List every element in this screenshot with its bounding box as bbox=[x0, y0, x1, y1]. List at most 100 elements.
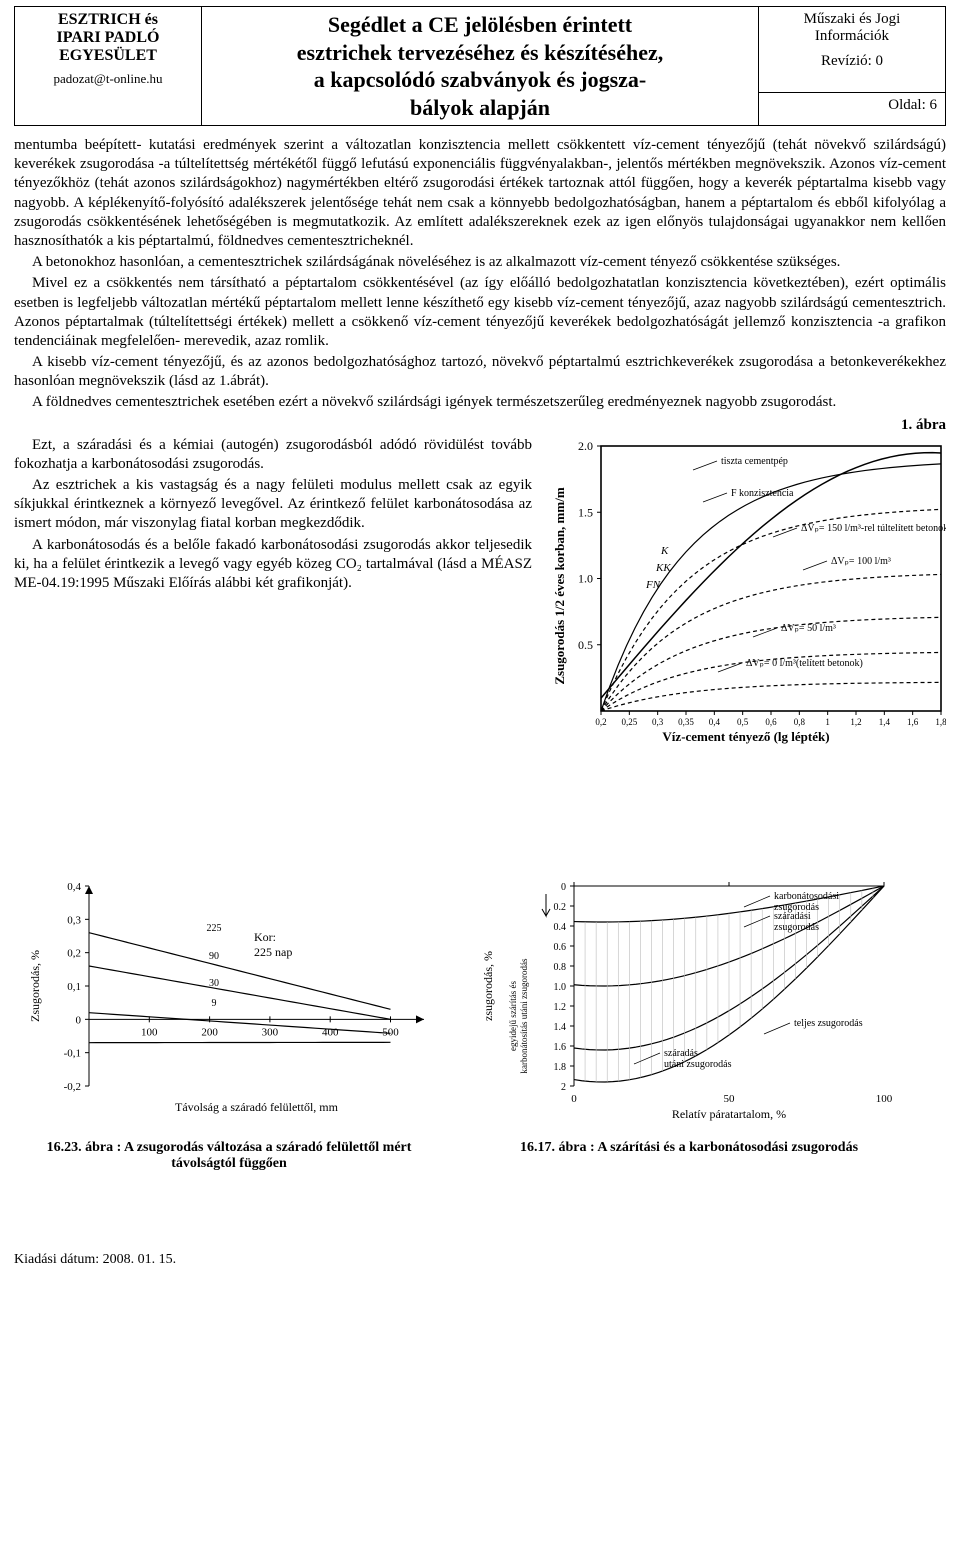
para-4: A kisebb víz-cement tényezőjű, és az azo… bbox=[14, 353, 946, 391]
svg-text:ΔVₚ= 50 l/m³: ΔVₚ= 50 l/m³ bbox=[781, 623, 836, 634]
svg-text:Víz-cement tényező (lg lépték): Víz-cement tényező (lg lépték) bbox=[662, 729, 829, 744]
svg-text:225: 225 bbox=[207, 923, 222, 934]
svg-text:0: 0 bbox=[571, 1093, 577, 1105]
para-6: Ezt, a száradási és a kémiai (autogén) z… bbox=[14, 436, 532, 474]
svg-text:-0,1: -0,1 bbox=[64, 1047, 81, 1059]
figure-3-chart: 00.20.40.60.81.01.21.41.61.82050100karbo… bbox=[474, 871, 904, 1131]
para-7: Az esztrichek a kis vastagság és a nagy … bbox=[14, 476, 532, 534]
svg-text:1,4: 1,4 bbox=[879, 717, 891, 727]
text-figure-row: Ezt, a száradási és a kémiai (autogén) z… bbox=[14, 436, 946, 771]
svg-text:tiszta cementpép: tiszta cementpép bbox=[721, 456, 788, 467]
svg-text:1,8: 1,8 bbox=[935, 717, 946, 727]
svg-text:1,2: 1,2 bbox=[850, 717, 861, 727]
lower-figures-row: 0,40,30,20,10-0,1-0,21002003004005002259… bbox=[14, 871, 946, 1172]
org-cell: ESZTRICH és IPARI PADLÓ EGYESÜLET padoza… bbox=[15, 7, 202, 126]
svg-text:90: 90 bbox=[209, 951, 219, 962]
svg-text:ΔVₚ= 0 l/m³(telített betonok): ΔVₚ= 0 l/m³(telített betonok) bbox=[746, 658, 863, 669]
title-l4: bályok alapján bbox=[210, 94, 750, 122]
svg-text:400: 400 bbox=[322, 1026, 339, 1038]
para-3: Mivel ez a csökkentés nem társítható a p… bbox=[14, 274, 946, 351]
page-cell: Oldal: 6 bbox=[759, 93, 946, 126]
svg-text:0,1: 0,1 bbox=[67, 981, 81, 993]
svg-text:0,3: 0,3 bbox=[652, 717, 664, 727]
org-name-l1: ESZTRICH és bbox=[23, 11, 193, 29]
info-l1: Műszaki és Jogi bbox=[767, 11, 937, 28]
svg-text:0,5: 0,5 bbox=[737, 717, 749, 727]
para-2: A betonokhoz hasonlóan, a cementesztrich… bbox=[14, 253, 946, 272]
svg-text:ΔVₚ= 100 l/m³: ΔVₚ= 100 l/m³ bbox=[831, 556, 891, 567]
figure-2-chart: 0,40,30,20,10-0,1-0,21002003004005002259… bbox=[14, 871, 444, 1131]
para-1: mentumba beépített- kutatási eredmények … bbox=[14, 136, 946, 251]
org-email: padozat@t-online.hu bbox=[23, 71, 193, 87]
svg-text:1,6: 1,6 bbox=[907, 717, 919, 727]
svg-text:1.0: 1.0 bbox=[578, 571, 593, 585]
svg-text:Zsugorodás 1/2 éves korban, mm: Zsugorodás 1/2 éves korban, mm/m bbox=[552, 487, 567, 684]
svg-text:Kor:: Kor: bbox=[254, 930, 276, 944]
svg-text:0,35: 0,35 bbox=[678, 717, 694, 727]
svg-text:0,8: 0,8 bbox=[794, 717, 806, 727]
figure-1-chart: 0.51.01.52.00,20,250,30,350,40,50,60,811… bbox=[546, 436, 946, 766]
svg-text:0.4: 0.4 bbox=[554, 922, 567, 933]
org-name-l2: IPARI PADLÓ bbox=[23, 29, 193, 47]
svg-text:utáni zsugorodás: utáni zsugorodás bbox=[664, 1059, 732, 1070]
figure-3-caption: 16.17. ábra : A szárítási és a karbonáto… bbox=[474, 1140, 904, 1156]
figure-1: 0.51.01.52.00,20,250,30,350,40,50,60,811… bbox=[546, 436, 946, 771]
svg-text:30: 30 bbox=[209, 978, 219, 989]
info-l2: Információk bbox=[767, 28, 937, 45]
footer: Kiadási dátum: 2008. 01. 15. bbox=[14, 1252, 946, 1268]
svg-text:egyidejű szárítás és: egyidejű szárítás és bbox=[508, 980, 518, 1050]
svg-text:1: 1 bbox=[825, 717, 830, 727]
svg-text:9: 9 bbox=[212, 998, 217, 1009]
svg-text:2.0: 2.0 bbox=[578, 439, 593, 453]
figure-2: 0,40,30,20,10-0,1-0,21002003004005002259… bbox=[14, 871, 444, 1172]
svg-text:0,4: 0,4 bbox=[67, 881, 81, 893]
svg-text:0,25: 0,25 bbox=[621, 717, 637, 727]
svg-text:200: 200 bbox=[201, 1026, 218, 1038]
svg-text:zsugorodás, %: zsugorodás, % bbox=[481, 951, 495, 1021]
figure-2-caption: 16.23. ábra : A zsugorodás változása a s… bbox=[14, 1140, 444, 1172]
para-8: A karbonátosodás és a belőle fakadó karb… bbox=[14, 536, 532, 594]
svg-text:1.8: 1.8 bbox=[554, 1062, 567, 1073]
title-cell: Segédlet a CE jelölésben érintett esztri… bbox=[202, 7, 759, 126]
svg-text:teljes zsugorodás: teljes zsugorodás bbox=[794, 1018, 863, 1029]
doc-header: ESZTRICH és IPARI PADLÓ EGYESÜLET padoza… bbox=[14, 6, 946, 126]
svg-text:karbonátosítás utáni zsugorodá: karbonátosítás utáni zsugorodás bbox=[519, 958, 529, 1073]
svg-text:0.5: 0.5 bbox=[578, 637, 593, 651]
svg-text:ΔVₚ= 150 l/m³-rel túltelített: ΔVₚ= 150 l/m³-rel túltelített betonok bbox=[801, 523, 946, 534]
figure-1-label: 1. ábra bbox=[14, 417, 946, 434]
svg-text:1.6: 1.6 bbox=[554, 1042, 567, 1053]
svg-text:karbonátosodási: karbonátosodási bbox=[774, 891, 839, 902]
svg-text:száradás: száradás bbox=[664, 1048, 698, 1059]
svg-text:0.6: 0.6 bbox=[554, 942, 567, 953]
svg-text:1.2: 1.2 bbox=[554, 1002, 567, 1013]
revision: Revízió: 0 bbox=[767, 53, 937, 70]
svg-text:0,2: 0,2 bbox=[67, 947, 81, 959]
text-column: Ezt, a száradási és a kémiai (autogén) z… bbox=[14, 436, 532, 596]
svg-text:100: 100 bbox=[876, 1093, 893, 1105]
svg-text:0,6: 0,6 bbox=[765, 717, 777, 727]
svg-text:0,3: 0,3 bbox=[67, 914, 81, 926]
svg-text:300: 300 bbox=[262, 1026, 279, 1038]
svg-text:-0,2: -0,2 bbox=[64, 1081, 81, 1093]
svg-text:0,2: 0,2 bbox=[595, 717, 606, 727]
svg-text:FN: FN bbox=[645, 579, 661, 591]
svg-text:0: 0 bbox=[76, 1014, 82, 1026]
svg-text:50: 50 bbox=[724, 1093, 736, 1105]
svg-text:0: 0 bbox=[561, 882, 566, 893]
figure-3: 00.20.40.60.81.01.21.41.61.82050100karbo… bbox=[474, 871, 904, 1172]
title-l2: esztrichek tervezéséhez és készítéséhez, bbox=[210, 39, 750, 67]
para-5: A földnedves cementesztrichek esetében e… bbox=[14, 393, 946, 412]
svg-text:1.4: 1.4 bbox=[554, 1022, 567, 1033]
svg-text:500: 500 bbox=[382, 1026, 399, 1038]
svg-text:225 nap: 225 nap bbox=[254, 945, 292, 959]
svg-text:Zsugorodás, %: Zsugorodás, % bbox=[28, 950, 42, 1022]
svg-text:Relatív páratartalom, %: Relatív páratartalom, % bbox=[672, 1107, 786, 1121]
org-name-l3: EGYESÜLET bbox=[23, 47, 193, 65]
title-l3: a kapcsolódó szabványok és jogsza- bbox=[210, 66, 750, 94]
svg-text:1.0: 1.0 bbox=[554, 982, 567, 993]
title-l1: Segédlet a CE jelölésben érintett bbox=[210, 11, 750, 39]
page-number: Oldal: 6 bbox=[888, 97, 937, 113]
svg-text:0.2: 0.2 bbox=[554, 902, 567, 913]
svg-text:száradási: száradási bbox=[774, 911, 811, 922]
svg-text:2: 2 bbox=[561, 1082, 566, 1093]
